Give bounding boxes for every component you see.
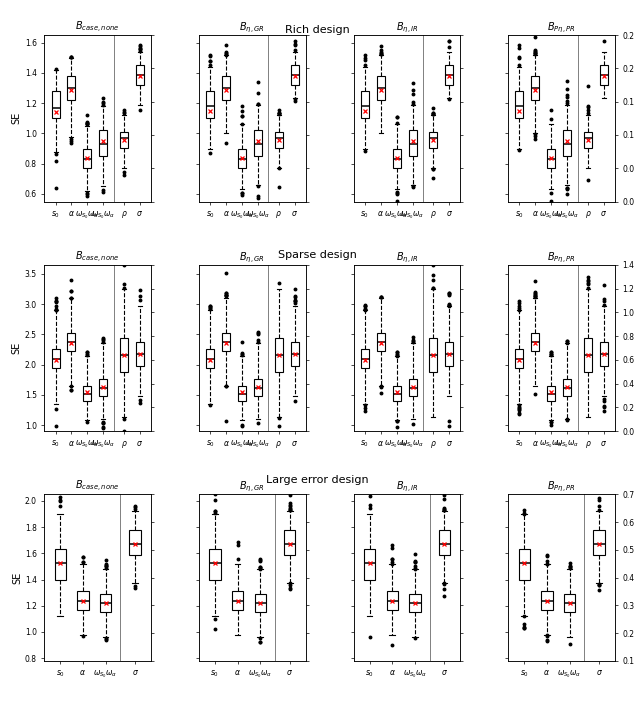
PathPatch shape — [563, 378, 571, 396]
PathPatch shape — [275, 131, 283, 148]
Text: Large error design: Large error design — [266, 475, 368, 484]
Title: $B_{case,none}$: $B_{case,none}$ — [75, 479, 120, 494]
PathPatch shape — [84, 148, 91, 168]
PathPatch shape — [290, 65, 299, 85]
Title: $B_{\eta,GR}$: $B_{\eta,GR}$ — [240, 21, 265, 35]
PathPatch shape — [206, 91, 214, 118]
PathPatch shape — [255, 594, 266, 612]
PathPatch shape — [547, 386, 555, 401]
PathPatch shape — [120, 131, 128, 148]
PathPatch shape — [67, 333, 75, 352]
PathPatch shape — [410, 594, 420, 612]
Y-axis label: SE: SE — [12, 572, 22, 583]
PathPatch shape — [600, 342, 608, 366]
PathPatch shape — [238, 386, 246, 401]
PathPatch shape — [515, 91, 524, 118]
PathPatch shape — [100, 131, 107, 156]
PathPatch shape — [377, 333, 385, 352]
PathPatch shape — [209, 550, 221, 579]
Y-axis label: SE: SE — [12, 112, 22, 124]
PathPatch shape — [136, 342, 144, 366]
Title: $B_{\eta,IR}$: $B_{\eta,IR}$ — [396, 21, 418, 35]
PathPatch shape — [564, 594, 575, 612]
Title: $B_{case,none}$: $B_{case,none}$ — [75, 250, 120, 265]
Title: $B_{P\eta,PR}$: $B_{P\eta,PR}$ — [547, 21, 576, 35]
Title: $B_{case,none}$: $B_{case,none}$ — [75, 20, 120, 35]
PathPatch shape — [51, 349, 60, 368]
PathPatch shape — [55, 550, 66, 579]
PathPatch shape — [67, 76, 75, 101]
PathPatch shape — [445, 342, 453, 366]
PathPatch shape — [254, 378, 262, 396]
PathPatch shape — [531, 76, 540, 101]
PathPatch shape — [206, 349, 214, 368]
PathPatch shape — [84, 386, 91, 401]
PathPatch shape — [361, 91, 369, 118]
PathPatch shape — [232, 591, 243, 610]
PathPatch shape — [377, 76, 385, 101]
PathPatch shape — [429, 131, 437, 148]
PathPatch shape — [129, 531, 141, 555]
PathPatch shape — [254, 131, 262, 156]
PathPatch shape — [392, 148, 401, 168]
Title: $B_{\eta,GR}$: $B_{\eta,GR}$ — [240, 480, 265, 494]
PathPatch shape — [392, 386, 401, 401]
PathPatch shape — [275, 338, 283, 372]
Title: $B_{\eta,IR}$: $B_{\eta,IR}$ — [396, 480, 418, 494]
PathPatch shape — [445, 65, 453, 85]
Title: $B_{\eta,GR}$: $B_{\eta,GR}$ — [240, 250, 265, 265]
PathPatch shape — [547, 148, 555, 168]
PathPatch shape — [541, 591, 553, 610]
PathPatch shape — [429, 338, 437, 372]
PathPatch shape — [136, 65, 144, 85]
PathPatch shape — [361, 349, 369, 368]
Y-axis label: SE: SE — [12, 342, 22, 354]
PathPatch shape — [519, 550, 530, 579]
PathPatch shape — [600, 65, 608, 85]
PathPatch shape — [222, 333, 230, 352]
PathPatch shape — [51, 91, 60, 118]
Title: $B_{P\eta,PR}$: $B_{P\eta,PR}$ — [547, 250, 576, 265]
PathPatch shape — [515, 349, 524, 368]
PathPatch shape — [439, 531, 450, 555]
PathPatch shape — [584, 131, 592, 148]
PathPatch shape — [77, 591, 89, 610]
PathPatch shape — [238, 148, 246, 168]
PathPatch shape — [593, 531, 605, 555]
PathPatch shape — [408, 378, 417, 396]
Text: Sparse design: Sparse design — [278, 250, 356, 259]
PathPatch shape — [290, 342, 299, 366]
PathPatch shape — [364, 550, 375, 579]
PathPatch shape — [531, 333, 540, 352]
PathPatch shape — [100, 594, 112, 612]
PathPatch shape — [100, 378, 107, 396]
PathPatch shape — [584, 338, 592, 372]
Title: $B_{\eta,IR}$: $B_{\eta,IR}$ — [396, 250, 418, 265]
PathPatch shape — [408, 131, 417, 156]
PathPatch shape — [222, 76, 230, 101]
Text: Rich design: Rich design — [285, 25, 349, 34]
Title: $B_{P\eta,PR}$: $B_{P\eta,PR}$ — [547, 480, 576, 494]
PathPatch shape — [120, 338, 128, 372]
PathPatch shape — [563, 131, 571, 156]
PathPatch shape — [387, 591, 398, 610]
PathPatch shape — [284, 531, 295, 555]
